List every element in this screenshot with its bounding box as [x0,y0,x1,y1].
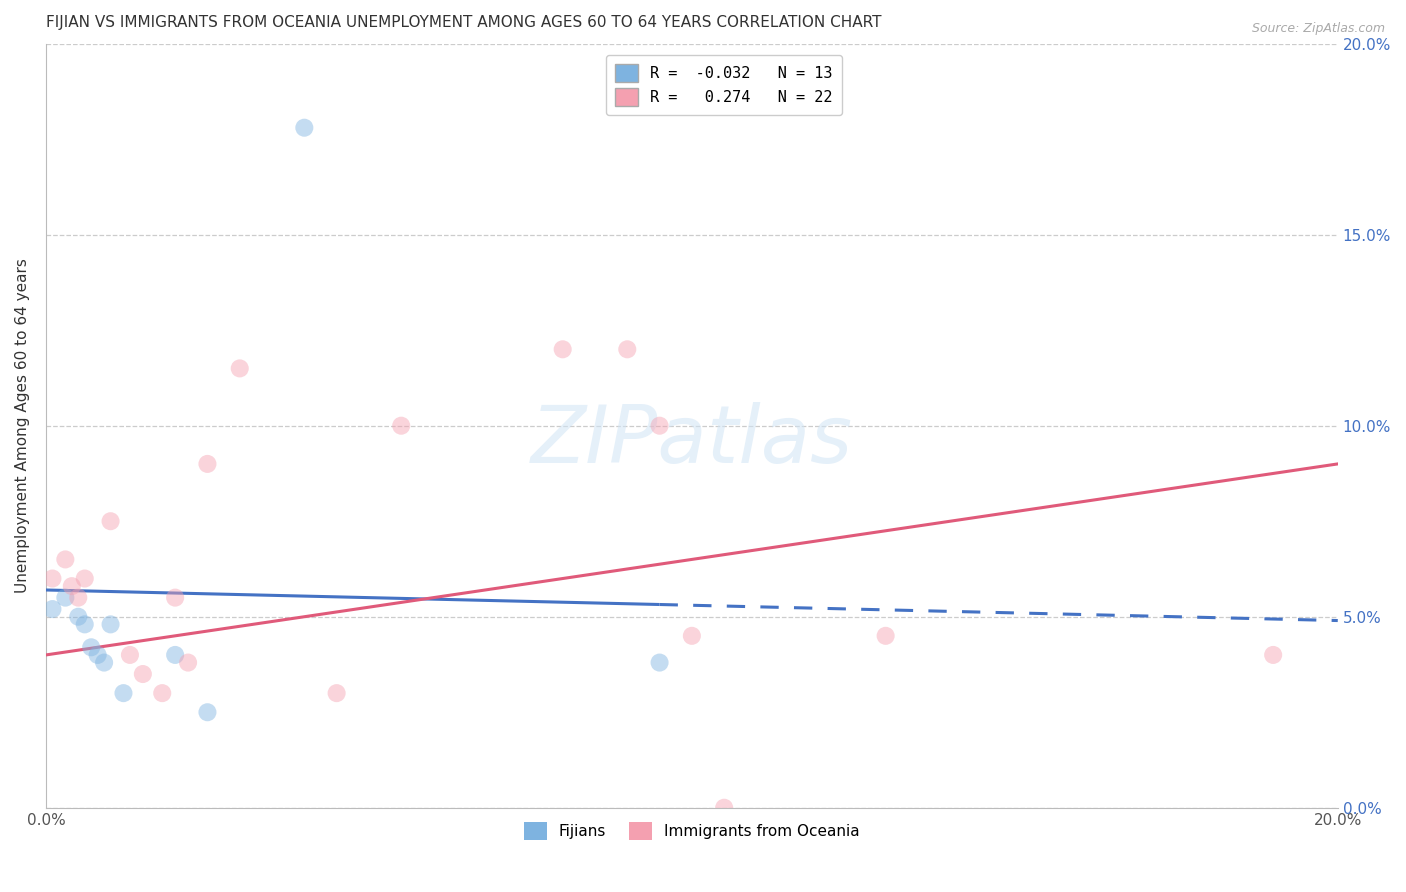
Text: Source: ZipAtlas.com: Source: ZipAtlas.com [1251,22,1385,36]
Point [713,801,735,815]
Point [100,617,122,632]
Point [100,514,122,528]
Point [292,120,315,135]
Point [177,656,200,670]
Point [875,629,897,643]
Point [648,418,671,433]
Point [229,361,252,376]
Point [132,667,155,681]
Point [165,648,187,662]
Point [80,640,103,655]
Point [73,617,96,632]
Point [325,686,347,700]
Legend: Fijians, Immigrants from Oceania: Fijians, Immigrants from Oceania [517,816,866,846]
Point [197,457,219,471]
Point [197,705,219,719]
Point [150,686,173,700]
Point [60,579,83,593]
Point [67,591,90,605]
Text: FIJIAN VS IMMIGRANTS FROM OCEANIA UNEMPLOYMENT AMONG AGES 60 TO 64 YEARS CORRELA: FIJIAN VS IMMIGRANTS FROM OCEANIA UNEMPL… [46,15,882,30]
Point [86,648,108,662]
Point [118,648,141,662]
Point [616,343,638,357]
Point [112,686,135,700]
Point [73,572,96,586]
Point [41,572,63,586]
Point [93,656,115,670]
Point [1263,648,1285,662]
Point [67,609,90,624]
Point [165,591,187,605]
Point [53,591,76,605]
Point [681,629,703,643]
Point [53,552,76,566]
Text: ZIPatlas: ZIPatlas [531,402,853,480]
Point [551,343,574,357]
Point [41,602,63,616]
Y-axis label: Unemployment Among Ages 60 to 64 years: Unemployment Among Ages 60 to 64 years [15,259,30,593]
Point [648,656,671,670]
Point [389,418,412,433]
